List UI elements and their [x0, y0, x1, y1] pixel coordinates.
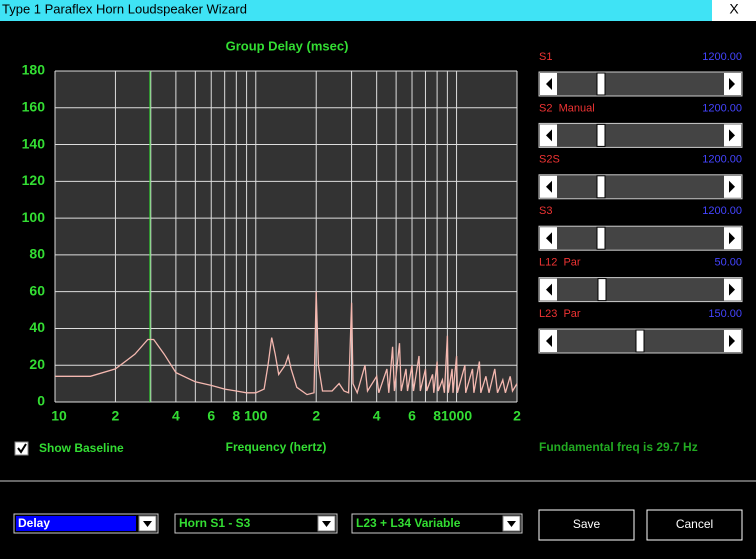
y-tick-label: 160 [22, 98, 46, 114]
slider-thumb[interactable] [635, 329, 645, 353]
check-mark [17, 443, 27, 454]
arrow [729, 180, 735, 193]
slider-label: S3 [539, 205, 552, 217]
slider-label: L23 Par [539, 308, 581, 320]
slider-thumb[interactable] [596, 175, 606, 199]
arrow [546, 129, 552, 142]
dropdown-text: Horn S1 - S3 [179, 516, 251, 530]
x-tick-label: 8 [433, 408, 441, 424]
dropdown-field [354, 516, 500, 531]
button[interactable] [538, 509, 635, 541]
x-tick-label: 4 [172, 408, 180, 424]
dropdown-text: L23 + L34 Variable [356, 516, 461, 530]
button[interactable] [646, 509, 743, 541]
y-tick-label: 40 [29, 319, 45, 335]
y-tick-label: 80 [29, 246, 45, 262]
dropdown-field [16, 516, 136, 531]
arrow [507, 521, 516, 527]
y-tick-label: 180 [22, 62, 46, 78]
arrow [729, 232, 735, 245]
slider-track[interactable] [538, 71, 743, 97]
arrow [729, 335, 735, 347]
status-text: Fundamental freq is 29.7 Hz [539, 440, 698, 454]
y-tick-label: 0 [37, 393, 45, 409]
slider-thumb[interactable] [596, 226, 606, 250]
slider-value: 50.00 [714, 257, 742, 269]
checkbox-label[interactable]: Show Baseline [39, 441, 124, 455]
x-tick-label: 1000 [441, 408, 472, 424]
dropdown-field [177, 516, 315, 531]
x-tick-label: 2 [513, 408, 521, 424]
x-tick-label: 100 [244, 408, 268, 424]
x-axis-label: Frequency (hertz) [226, 440, 327, 454]
arrow [729, 78, 735, 90]
y-tick-label: 100 [22, 209, 46, 225]
x-tick-label: 6 [408, 408, 416, 424]
plot-area [55, 71, 517, 402]
slider-label: S2S [539, 154, 560, 166]
slider-value: 1200.00 [702, 205, 742, 217]
window-title: Type 1 Paraflex Horn Loudspeaker Wizard [2, 1, 247, 16]
y-tick-label: 20 [29, 356, 45, 372]
slider-thumb[interactable] [596, 123, 606, 147]
slider-track[interactable] [538, 225, 743, 251]
arrow [546, 335, 552, 347]
slider-value: 150.00 [708, 308, 742, 320]
close-label: X [729, 1, 739, 17]
slider-track[interactable] [538, 174, 743, 200]
slider-label: S2 Manual [539, 102, 595, 114]
slider-label: S1 [539, 51, 552, 63]
arrow [546, 180, 552, 193]
x-tick-label: 8 [232, 408, 240, 424]
arrow [729, 283, 735, 296]
chart-title: Group Delay (msec) [226, 38, 349, 53]
y-tick-label: 120 [22, 172, 46, 188]
y-tick-label: 140 [22, 135, 46, 151]
dropdown-text: Delay [18, 516, 50, 530]
close-button[interactable] [712, 0, 756, 21]
x-tick-label: 2 [112, 408, 120, 424]
slider-value: 1200.00 [702, 154, 742, 166]
x-tick-label: 4 [373, 408, 381, 424]
slider-thumb[interactable] [597, 278, 607, 302]
slider-value: 1200.00 [702, 102, 742, 114]
arrow [546, 78, 552, 90]
arrow [546, 283, 552, 296]
slider-value: 1200.00 [702, 51, 742, 63]
button-label[interactable]: Save [573, 517, 601, 531]
title-bar [0, 0, 756, 21]
slider-label: L12 Par [539, 257, 581, 269]
arrow [729, 129, 735, 142]
x-tick-label: 10 [51, 408, 67, 424]
y-tick-label: 60 [29, 282, 45, 298]
arrow [322, 521, 331, 527]
arrow [546, 232, 552, 245]
slider-thumb[interactable] [596, 72, 606, 96]
x-tick-label: 2 [312, 408, 320, 424]
x-tick-label: 6 [207, 408, 215, 424]
slider-track[interactable] [538, 277, 743, 303]
arrow [143, 521, 152, 527]
button-label[interactable]: Cancel [676, 517, 713, 531]
line-series [55, 291, 518, 396]
slider-track[interactable] [538, 122, 743, 148]
